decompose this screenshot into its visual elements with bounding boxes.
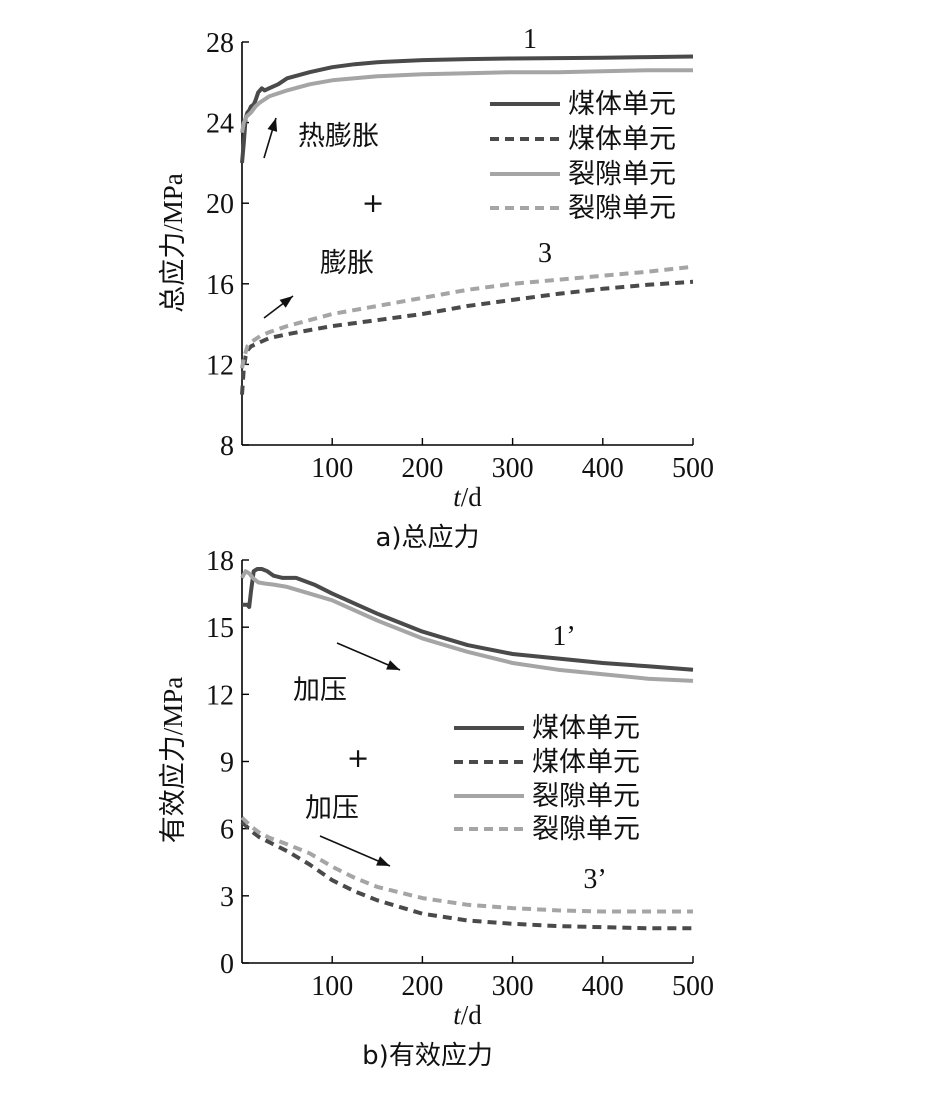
y-tick-label: 20 (206, 189, 234, 220)
series-line-4 (240, 816, 693, 914)
legend-entry: 煤体单元 (568, 89, 676, 120)
panel-a-total-stress: 8 12 16 20 24 28 100 200 300 400 500 t/d 总应力/MPa 煤体单元… (158, 24, 714, 553)
x-tick-label: 200 (401, 971, 443, 1002)
y-tick-label: 16 (206, 270, 234, 301)
y-tick-label: 12 (206, 350, 234, 381)
y-axis-label: 有效应力/MPa (158, 677, 188, 844)
y-tick-label: 0 (220, 949, 234, 980)
curve-label: 1 (523, 24, 537, 55)
annotation: 热膨胀 (298, 121, 379, 152)
x-tick-label: 200 (401, 453, 443, 484)
curve-label: 3 (538, 238, 552, 269)
y-tick-label: 12 (206, 680, 234, 711)
panel-caption: b)有效应力 (362, 1041, 493, 1071)
x-tick-label: 100 (311, 453, 353, 484)
series-line-1 (242, 567, 694, 672)
legend-entry: 煤体单元 (532, 713, 640, 744)
arrow-icon (263, 117, 278, 159)
annotation: 加压 (305, 793, 359, 824)
plus-marker: + (347, 743, 370, 774)
arrow-icon (336, 642, 401, 671)
panel-caption: a)总应力 (375, 523, 479, 553)
x-tick-label: 100 (311, 971, 353, 1002)
y-tick-label: 18 (206, 546, 234, 577)
x-tick-label: 300 (492, 971, 534, 1002)
y-tick-label: 8 (220, 431, 234, 462)
series-line-3 (240, 68, 693, 134)
x-tick-label: 400 (582, 971, 624, 1002)
annotation: 膨胀 (320, 248, 374, 279)
curve-label: 1’ (552, 621, 575, 652)
legend-entry: 裂隙单元 (568, 159, 676, 190)
arrow-icon (263, 295, 294, 319)
series-line-1 (240, 54, 694, 164)
x-tick-label: 500 (672, 971, 714, 1002)
y-axis-label: 总应力/MPa (158, 173, 188, 313)
legend-entry: 裂隙单元 (532, 781, 640, 812)
panel-b-effective-stress: 0 3 6 9 12 15 18 100 200 300 400 500 t/d 有效应力/MPa 煤体单元… (158, 546, 714, 1071)
series-line-2 (240, 279, 694, 395)
legend-entry: 裂隙单元 (568, 193, 676, 224)
y-tick-label: 9 (220, 748, 234, 779)
x-axis-label: t/d (453, 1000, 482, 1030)
x-tick-label: 400 (582, 453, 624, 484)
plus-marker: + (362, 188, 385, 219)
y-tick-label: 28 (206, 28, 234, 59)
series-line-4 (240, 264, 694, 369)
arrow-icon (319, 835, 391, 867)
y-tick-label: 3 (220, 882, 234, 913)
series-line-2 (240, 820, 693, 931)
legend-entry: 煤体单元 (568, 124, 676, 155)
y-tick-label: 24 (206, 109, 234, 140)
legend-entry: 裂隙单元 (532, 814, 640, 845)
y-tick-label: 15 (206, 613, 234, 644)
curve-label: 3’ (583, 864, 606, 895)
x-tick-label: 500 (672, 453, 714, 484)
annotation: 加压 (293, 675, 347, 706)
legend-entry: 煤体单元 (532, 747, 640, 778)
series-line-3 (240, 569, 694, 683)
y-tick-label: 6 (220, 815, 234, 846)
x-axis-label: t/d (453, 482, 482, 512)
x-tick-label: 300 (492, 453, 534, 484)
